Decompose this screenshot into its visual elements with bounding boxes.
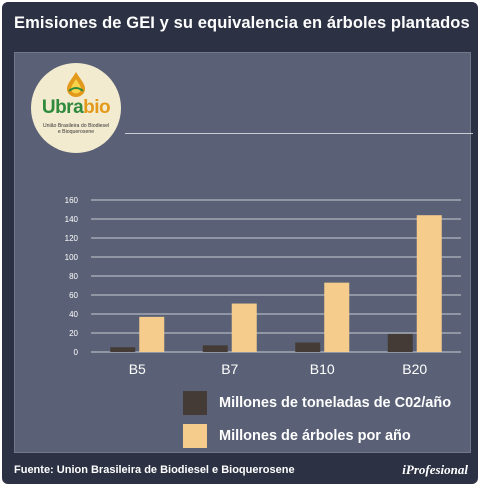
x-tick-label: B20 xyxy=(402,361,427,377)
legend-label-co2: Millones de toneladas de C02/año xyxy=(219,395,452,411)
legend-swatch-co2 xyxy=(183,391,207,415)
legend-label-trees: Millones de árboles por año xyxy=(219,428,411,444)
chart-panel: Ubrabio União Brasileira do Biodiesel e B… xyxy=(14,52,473,453)
drop-icon xyxy=(67,72,85,97)
bar-co2 xyxy=(202,345,228,352)
bar-co2 xyxy=(387,333,413,352)
x-tick-label: B7 xyxy=(221,361,238,377)
divider-line xyxy=(125,133,473,134)
bar-trees xyxy=(324,282,350,352)
y-tick-label: 140 xyxy=(65,215,79,224)
y-tick-label: 40 xyxy=(69,310,78,319)
brand-logo: iProfesional xyxy=(402,462,468,477)
bar-co2 xyxy=(110,347,136,352)
y-tick-label: 80 xyxy=(69,272,78,281)
logo-subtitle: União Brasileira do Biodiesel e Bioqueros… xyxy=(42,123,110,135)
y-tick-label: 120 xyxy=(65,234,79,243)
bar-trees xyxy=(416,215,442,352)
infographic-frame: Emisiones de GEI y su equivalencia en ár… xyxy=(2,2,478,484)
bar-chart: 0 20 40 60 80 100 120 140 160 B5 B7 B10 B20 xyxy=(65,196,461,377)
legend-item-co2: Millones de toneladas de C02/año xyxy=(183,391,478,415)
y-tick-label: 160 xyxy=(65,196,79,205)
y-tick-label: 0 xyxy=(74,348,79,357)
source-footer: Fuente: Union Brasileira de Biodiesel e … xyxy=(14,464,295,476)
legend-swatch-trees xyxy=(183,424,207,448)
bar-trees xyxy=(139,316,165,352)
bar-co2 xyxy=(295,342,321,352)
x-tick-label: B5 xyxy=(129,361,146,377)
y-tick-label: 100 xyxy=(65,253,79,262)
logo-wordmark: Ubrabio xyxy=(41,97,111,118)
y-tick-label: 20 xyxy=(69,329,78,338)
legend-item-trees: Millones de árboles por año xyxy=(183,424,478,448)
bar-trees xyxy=(231,303,257,352)
y-tick-label: 60 xyxy=(69,291,78,300)
x-tick-label: B10 xyxy=(310,361,335,377)
ubrabio-logo: Ubrabio União Brasileira do Biodiesel e B… xyxy=(31,63,121,153)
page-title: Emisiones de GEI y su equivalencia en ár… xyxy=(14,14,470,32)
